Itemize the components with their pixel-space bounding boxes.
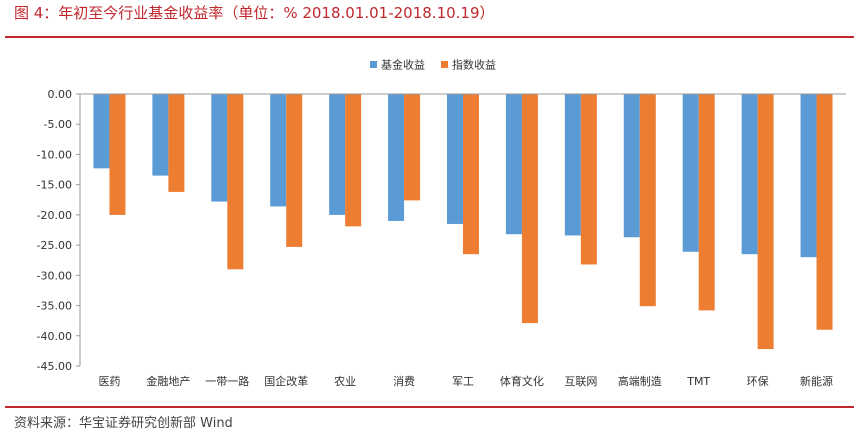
bar-fund-军工 [447,94,463,224]
legend: 基金收益 指数收益 [370,58,496,72]
bar-index-国企改革 [286,94,303,247]
bar-index-互联网 [580,94,597,265]
x-tick-label: 军工 [452,375,474,388]
x-tick-label: 新能源 [800,374,833,388]
x-tick-label: TMT [686,375,710,388]
bar-index-一带一路 [227,94,244,270]
bar-index-军工 [463,94,479,255]
x-axis: 医药 金融地产 一带一路 国企改革 农业 消费 军工 体育文化 互联网 高端制造 TMT 环保 新能源 [80,93,846,388]
bar-chart: 基金收益 指数收益 0.00 -5.00 -10.00 -15.00 -20.00 -25.… [37,58,846,388]
bar-index-消费 [404,94,421,201]
x-tick-label: 体育文化 [500,374,544,388]
bar-fund-国企改革 [270,94,287,207]
y-tick-label: -20.00 [37,209,72,222]
bar-fund-新能源 [800,94,817,258]
figure-title: 图 4：年初至今行业基金收益率（单位：% 2018.01.01-2018.10.… [14,4,495,22]
x-tick-label: 一带一路 [205,375,249,388]
x-tick-label: 互联网 [564,375,597,388]
x-tick-label: 国企改革 [264,374,308,388]
legend-swatch-fund [370,61,377,68]
bar-fund-消费 [388,94,405,221]
bar-index-高端制造 [639,94,656,307]
bars [93,94,833,350]
y-tick-label: -25.00 [37,239,72,252]
x-tick-label: 农业 [334,374,356,388]
y-tick-label: 0.00 [48,88,73,101]
x-tick-label: 高端制造 [618,374,662,388]
bar-fund-体育文化 [505,94,522,235]
bar-index-体育文化 [521,94,538,324]
x-tick-label: 医药 [98,375,120,388]
y-tick-label: -35.00 [37,300,72,313]
bar-fund-高端制造 [623,94,640,238]
y-tick-label: -40.00 [37,330,72,343]
bar-fund-互联网 [564,94,581,236]
y-axis: 0.00 -5.00 -10.00 -15.00 -20.00 -25.00 -30.00 -… [37,88,81,373]
x-tick-label: 消费 [393,374,415,388]
title-divider [5,36,854,38]
x-tick-label: 环保 [747,374,769,388]
legend-swatch-index [441,61,448,68]
source-divider [5,406,854,408]
bar-index-新能源 [816,94,833,330]
y-tick-label: -30.00 [37,269,72,282]
bar-index-农业 [345,94,362,227]
y-tick-label: -5.00 [44,118,72,131]
bar-index-tmt [698,94,715,311]
bar-index-医药 [109,94,126,215]
legend-label-index: 指数收益 [452,58,496,72]
bar-fund-农业 [329,94,346,215]
y-tick-label: -15.00 [37,179,72,192]
y-tick-label: -45.00 [37,360,72,373]
bar-fund-环保 [741,94,758,255]
y-tick-label: -10.00 [37,148,72,161]
source-note: 资料来源：华宝证券研究创新部 Wind [14,416,233,431]
x-tick-label: 金融地产 [146,374,190,388]
legend-label-fund: 基金收益 [381,58,425,72]
bar-fund-金融地产 [152,94,169,176]
bar-fund-tmt [682,94,699,252]
bar-fund-医药 [93,94,110,169]
bar-index-金融地产 [168,94,185,192]
bar-index-环保 [757,94,774,350]
bar-fund-一带一路 [211,94,228,202]
